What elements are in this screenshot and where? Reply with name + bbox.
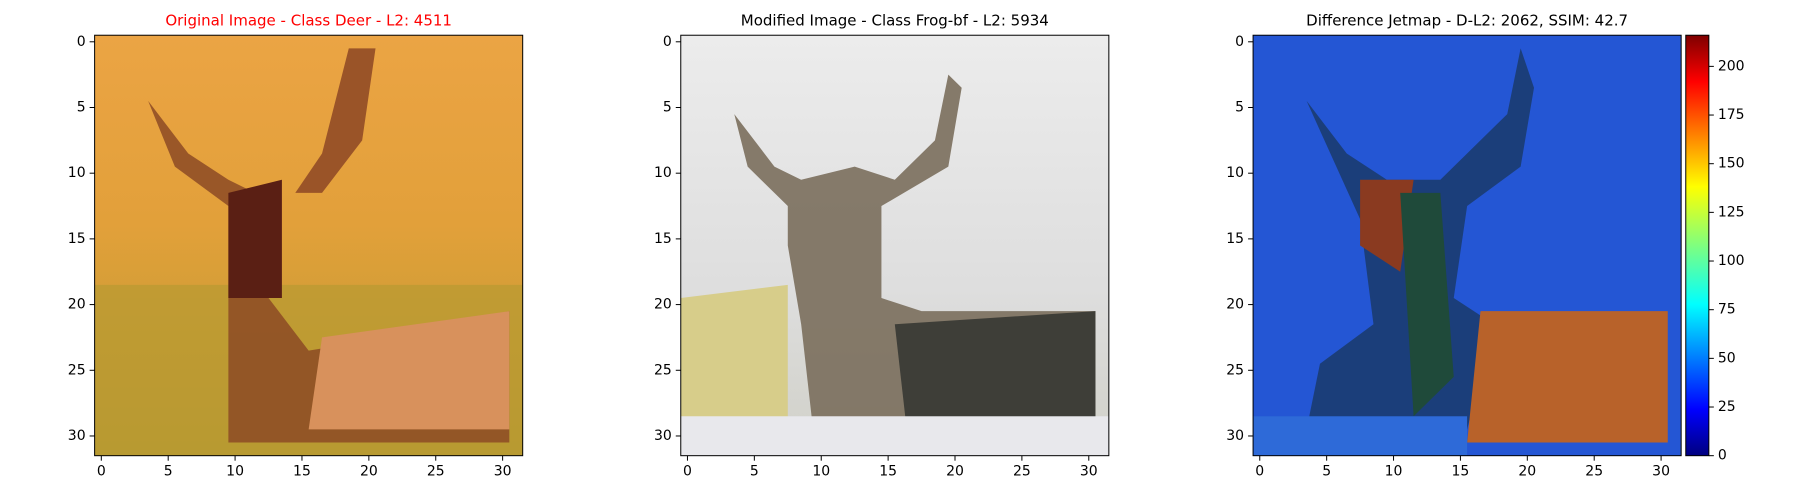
y-tick-label: 15 <box>1226 231 1244 247</box>
y-tick-label: 25 <box>654 362 672 378</box>
x-tick-label: 20 <box>360 464 378 480</box>
x-tick-label: 5 <box>164 464 173 480</box>
colorbar-tick-label: 125 <box>1718 204 1745 220</box>
x-tick-label: 0 <box>1255 464 1264 480</box>
y-tick-label: 10 <box>68 165 86 181</box>
colorbar-tick-label: 0 <box>1718 448 1727 464</box>
x-tick-label: 25 <box>1013 464 1031 480</box>
y-tick-label: 0 <box>663 34 672 50</box>
y-tick-label: 20 <box>68 297 86 313</box>
colorbar-tick-label: 50 <box>1718 350 1736 366</box>
y-tick-label: 25 <box>1226 362 1244 378</box>
y-tick-label: 5 <box>1235 99 1244 115</box>
panel-title: Modified Image - Class Frog-bf - L2: 593… <box>741 12 1049 30</box>
x-tick-label: 20 <box>1518 464 1536 480</box>
colorbar-tick-label: 100 <box>1718 253 1745 269</box>
y-tick-label: 10 <box>654 165 672 181</box>
colorbar-tick-label: 75 <box>1718 302 1736 318</box>
y-tick-label: 30 <box>68 428 86 444</box>
y-tick-label: 20 <box>654 297 672 313</box>
y-tick-label: 15 <box>654 231 672 247</box>
axes-frame <box>94 34 524 457</box>
colorbar <box>1685 34 1710 457</box>
colorbar-tick-label: 200 <box>1718 58 1745 74</box>
x-tick-label: 15 <box>293 464 311 480</box>
y-tick-label: 15 <box>68 231 86 247</box>
y-tick-label: 0 <box>1235 34 1244 50</box>
y-tick-label: 5 <box>663 99 672 115</box>
x-tick-label: 25 <box>427 464 445 480</box>
x-tick-label: 20 <box>946 464 964 480</box>
x-tick-label: 25 <box>1585 464 1603 480</box>
y-tick-label: 25 <box>68 362 86 378</box>
x-tick-label: 30 <box>1652 464 1670 480</box>
y-tick-label: 20 <box>1226 297 1244 313</box>
panel-title: Difference Jetmap - D-L2: 2062, SSIM: 42… <box>1306 12 1628 30</box>
x-tick-label: 30 <box>494 464 512 480</box>
colorbar-tick-label: 25 <box>1718 399 1736 415</box>
panel-title: Original Image - Class Deer - L2: 4511 <box>165 12 452 30</box>
x-tick-label: 0 <box>683 464 692 480</box>
colorbar-tick-label: 150 <box>1718 156 1745 172</box>
x-tick-label: 5 <box>750 464 759 480</box>
x-tick-label: 10 <box>226 464 244 480</box>
x-tick-label: 0 <box>97 464 106 480</box>
axes-frame <box>680 34 1110 457</box>
x-tick-label: 5 <box>1322 464 1331 480</box>
colorbar-tick-label: 175 <box>1718 107 1745 123</box>
image-modified <box>680 35 1109 456</box>
x-tick-label: 10 <box>1385 464 1403 480</box>
axes-frame <box>1252 34 1682 457</box>
y-tick-label: 5 <box>77 99 86 115</box>
y-tick-label: 30 <box>1226 428 1244 444</box>
y-tick-label: 30 <box>654 428 672 444</box>
x-tick-label: 15 <box>879 464 897 480</box>
x-tick-label: 10 <box>812 464 830 480</box>
image-original <box>94 35 523 456</box>
y-tick-label: 10 <box>1226 165 1244 181</box>
y-tick-label: 0 <box>77 34 86 50</box>
x-tick-label: 30 <box>1080 464 1098 480</box>
image-difference <box>1253 35 1682 456</box>
x-tick-label: 15 <box>1452 464 1470 480</box>
